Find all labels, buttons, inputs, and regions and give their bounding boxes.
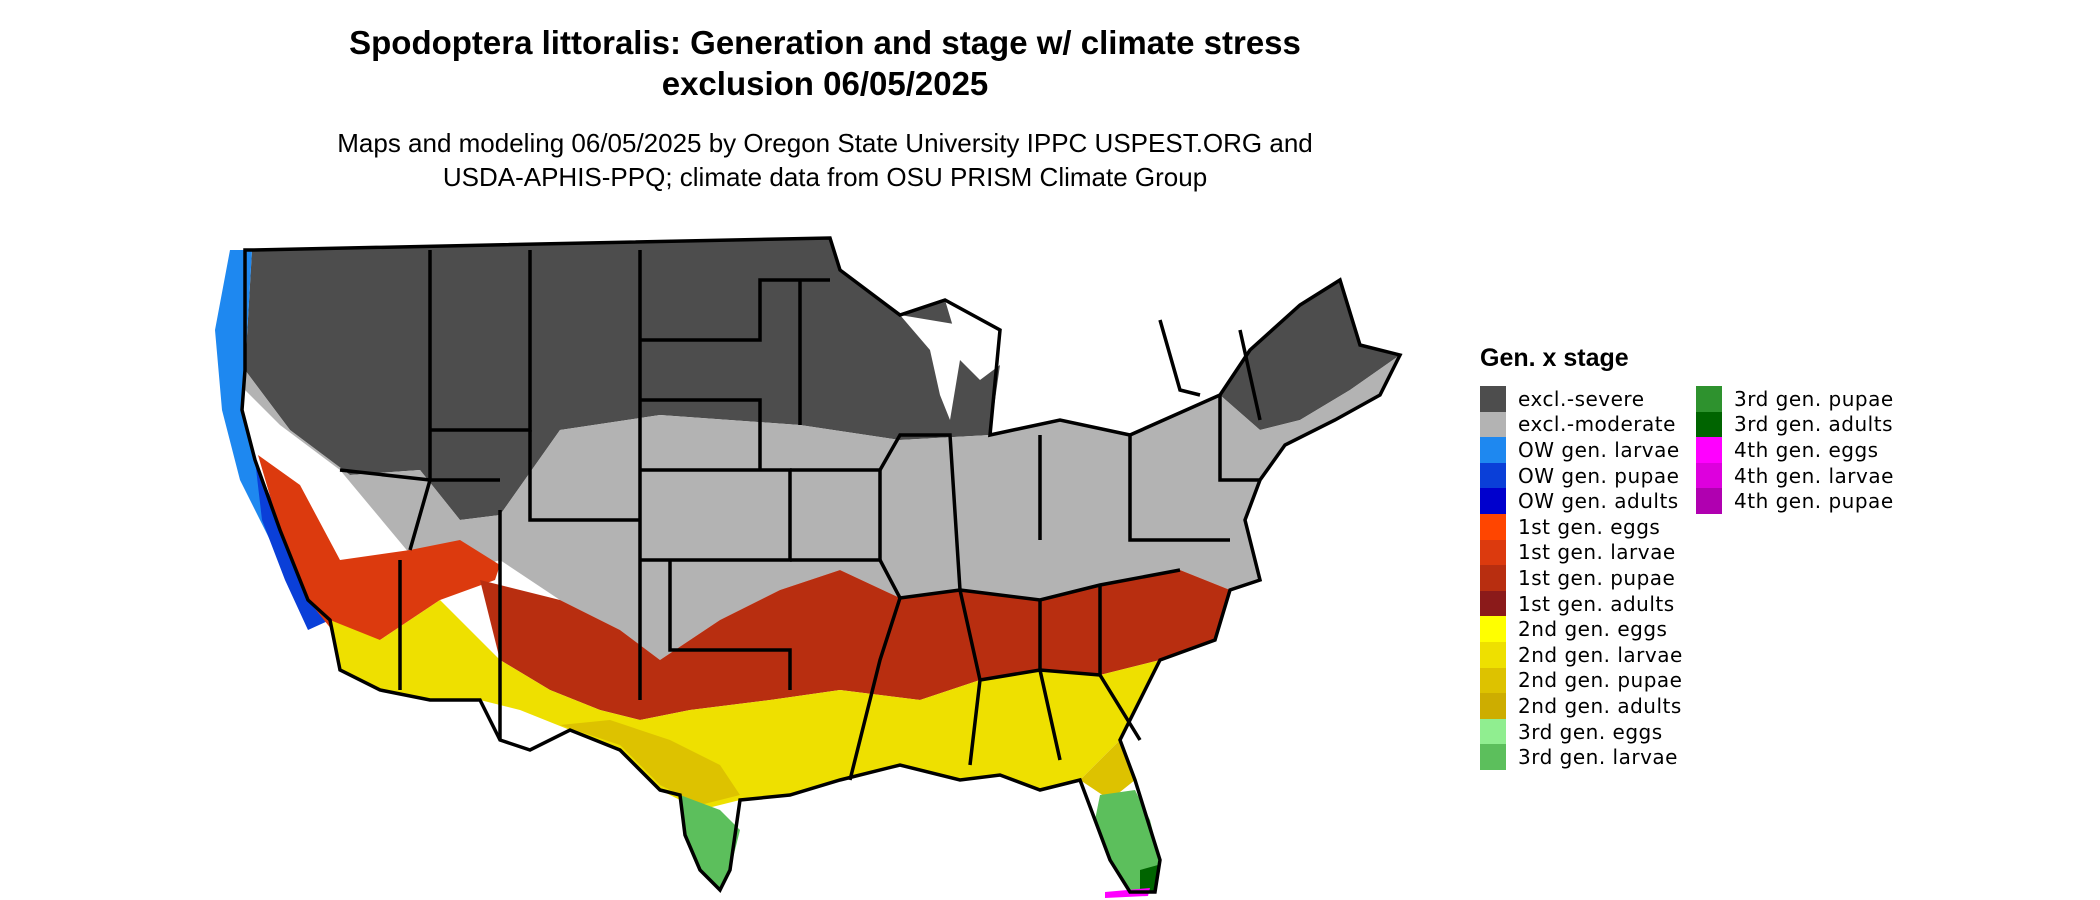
map-title-line1: Spodoptera littoralis: Generation and st… [349, 24, 1301, 61]
legend-swatch [1480, 744, 1506, 770]
legend-item: 1st gen. adults [1480, 590, 1683, 617]
legend-item: 2nd gen. eggs [1480, 616, 1683, 642]
legend-label: excl.-severe [1518, 386, 1645, 411]
legend-swatch [1480, 616, 1506, 642]
legend-swatch [1480, 590, 1506, 617]
legend-column-1: excl.-severe excl.-moderate OW gen. larvae… [1480, 386, 1683, 770]
legend-item: 1st gen. larvae [1480, 539, 1683, 566]
legend-swatch [1696, 386, 1722, 412]
legend-label: 2nd gen. eggs [1518, 617, 1668, 642]
legend-label: 1st gen. larvae [1518, 540, 1676, 565]
region-ow-larvae [215, 250, 280, 540]
title-block: Spodoptera littoralis: Generation and st… [160, 22, 1490, 194]
legend-label: 2nd gen. adults [1518, 693, 1682, 718]
legend-label: 1st gen. pupae [1518, 565, 1676, 590]
map-subtitle-line1: Maps and modeling 06/05/2025 by Oregon S… [337, 128, 1313, 158]
legend-item: OW gen. adults [1480, 488, 1683, 514]
region-excl-severe-ne [1220, 280, 1400, 430]
legend-label: 1st gen. adults [1518, 591, 1675, 616]
us-map [215, 236, 1403, 898]
legend-label: excl.-moderate [1518, 412, 1676, 437]
legend-label: 3rd gen. adults [1734, 412, 1893, 437]
legend-swatch [1480, 718, 1506, 745]
legend: Gen. x stage excl.-severe excl.-moderate O… [1480, 343, 1893, 770]
map-title-line2: exclusion 06/05/2025 [661, 65, 989, 102]
legend-item: excl.-severe [1480, 386, 1683, 412]
legend-label: 4th gen. larvae [1734, 463, 1894, 488]
region-3rd-gen-adults-fl [1140, 865, 1158, 894]
legend-label: 2nd gen. pupae [1518, 668, 1683, 693]
region-2nd-gen-south [330, 600, 1160, 810]
region-2nd-gen-pupae [560, 720, 740, 805]
legend-label: 3rd gen. eggs [1518, 719, 1663, 744]
legend-swatch [1696, 437, 1722, 463]
legend-label: 3rd gen. pupae [1734, 386, 1894, 411]
map-subtitle: Maps and modeling 06/05/2025 by Oregon S… [160, 126, 1490, 194]
legend-swatch [1480, 693, 1506, 719]
map-subtitle-line2: USDA-APHIS-PPQ; climate data from OSU PR… [442, 162, 1208, 192]
legend-item: 1st gen. pupae [1480, 565, 1683, 591]
region-1st-gen-ca [258, 455, 500, 640]
legend-item: OW gen. pupae [1480, 462, 1683, 489]
legend-label: OW gen. pupae [1518, 463, 1680, 488]
legend-swatch [1480, 539, 1506, 566]
legend-item: 3rd gen. adults [1696, 411, 1894, 438]
legend-label: 2nd gen. larvae [1518, 642, 1683, 667]
region-1st-gen-south [480, 570, 1230, 720]
legend-label: 4th gen. pupae [1734, 489, 1894, 514]
legend-item: 3rd gen. larvae [1480, 744, 1683, 770]
legend-item: 3rd gen. pupae [1696, 386, 1894, 412]
legend-swatch [1480, 488, 1506, 514]
legend-swatch [1696, 462, 1722, 489]
legend-swatch [1696, 488, 1722, 514]
region-2nd-gen-pupae-fl [1080, 740, 1135, 800]
legend-label: 4th gen. eggs [1734, 437, 1879, 462]
region-3rd-gen-fl [1095, 790, 1160, 892]
legend-item: 1st gen. eggs [1480, 513, 1683, 540]
legend-label: OW gen. larvae [1518, 437, 1680, 462]
legend-swatch [1480, 641, 1506, 668]
legend-title: Gen. x stage [1480, 344, 1629, 372]
legend-swatch [1480, 386, 1506, 412]
legend-item: 4th gen. eggs [1696, 437, 1894, 463]
legend-swatch [1480, 411, 1506, 438]
legend-label: 3rd gen. larvae [1518, 745, 1678, 770]
legend-item: 3rd gen. eggs [1480, 718, 1683, 745]
legend-swatch [1480, 513, 1506, 540]
legend-swatch [1696, 411, 1722, 438]
legend-swatch [1480, 437, 1506, 463]
legend-item: 4th gen. pupae [1696, 488, 1894, 514]
state-borders [240, 236, 1403, 894]
legend-swatch [1480, 462, 1506, 489]
legend-swatch [1480, 667, 1506, 694]
legend-item: OW gen. larvae [1480, 437, 1683, 463]
legend-label: OW gen. adults [1518, 489, 1679, 514]
legend-item: 2nd gen. larvae [1480, 641, 1683, 668]
legend-label: 1st gen. eggs [1518, 514, 1661, 539]
legend-item: 2nd gen. pupae [1480, 667, 1683, 694]
legend-item: 4th gen. larvae [1696, 462, 1894, 489]
legend-item: excl.-moderate [1480, 411, 1683, 438]
region-excl-severe [245, 238, 1000, 520]
legend-item: 2nd gen. adults [1480, 693, 1683, 719]
great-lakes [900, 315, 1000, 420]
region-3rd-gen-tx [680, 795, 740, 890]
legend-swatch [1480, 565, 1506, 591]
map-title: Spodoptera littoralis: Generation and st… [160, 22, 1490, 104]
legend-column-2: 3rd gen. pupae 3rd gen. adults 4th gen. eg… [1696, 386, 1894, 514]
